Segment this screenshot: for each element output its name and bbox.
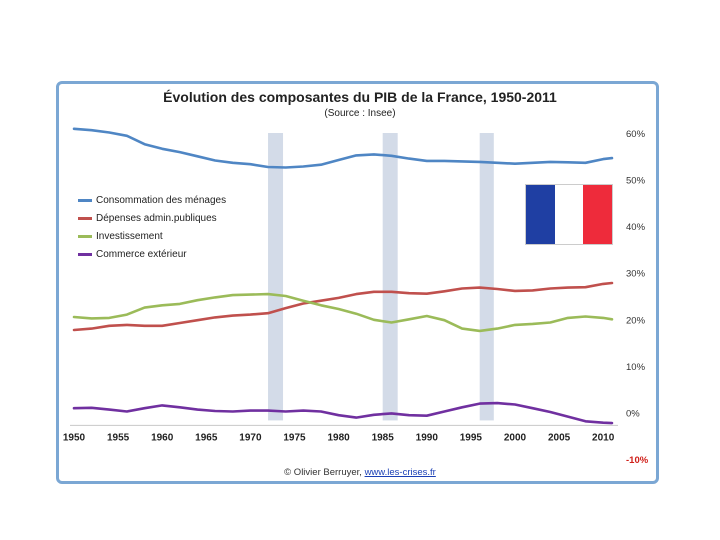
- x-tick-label: 1995: [460, 432, 483, 443]
- legend-label: Dépenses admin.publiques: [96, 212, 217, 224]
- x-tick-label: 1950: [63, 432, 86, 443]
- x-tick-label: 1970: [239, 432, 262, 443]
- flag-band-white: [554, 185, 584, 244]
- x-tick-label: 1975: [283, 432, 306, 443]
- chart-title: Évolution des composantes du PIB de la F…: [163, 89, 557, 105]
- series-line-2: [72, 281, 614, 332]
- shaded-period-2: [382, 133, 398, 421]
- shaded-period-1: [268, 133, 284, 421]
- x-tick-label: 1980: [327, 432, 350, 443]
- y-tick-label: 20%: [626, 315, 646, 326]
- legend-item: Investissement: [78, 227, 226, 245]
- legend-label: Investissement: [96, 230, 163, 242]
- y-tick-label: 50%: [626, 176, 646, 187]
- x-tick-label: 1960: [151, 432, 174, 443]
- y-tick-label: 10%: [626, 362, 646, 373]
- flag-band-blue: [526, 185, 555, 244]
- france-flag: [525, 184, 613, 245]
- flag-band-red: [583, 185, 613, 244]
- legend-swatch: [78, 234, 92, 238]
- y-tick-label: 30%: [626, 269, 646, 280]
- x-tick-label: 2005: [548, 432, 571, 443]
- x-tick-label: 1965: [195, 432, 218, 443]
- legend-item: Consommation des ménages: [78, 191, 226, 209]
- y-tick-label: 40%: [626, 222, 646, 233]
- y-tick-label: 60%: [626, 129, 646, 140]
- x-tick-label: 1955: [107, 432, 130, 443]
- credit-link[interactable]: www.les-crises.fr: [364, 467, 436, 478]
- series-line-3: [72, 292, 614, 333]
- chart-subtitle: (Source : Insee): [324, 108, 396, 119]
- series-line-1: [72, 127, 614, 169]
- x-tick-label: 2000: [504, 432, 527, 443]
- x-tick-label: 1985: [372, 432, 395, 443]
- x-tick-label: 1990: [416, 432, 439, 443]
- series-line-4: [72, 401, 614, 425]
- legend-swatch: [78, 216, 92, 220]
- legend-swatch: [78, 252, 92, 256]
- credit-author: © Olivier Berruyer,: [284, 467, 365, 478]
- shaded-period-3: [479, 133, 494, 421]
- y-tick-label: -10%: [626, 455, 649, 466]
- legend-swatch: [78, 198, 92, 202]
- y-tick-label: 0%: [626, 408, 640, 419]
- chart-credit: © Olivier Berruyer, www.les-crises.fr: [0, 467, 720, 478]
- legend-item: Dépenses admin.publiques: [78, 209, 226, 227]
- legend-label: Consommation des ménages: [96, 194, 227, 206]
- chart-legend: Consommation des ménages Dépenses admin.p…: [78, 191, 226, 263]
- legend-label: Commerce extérieur: [96, 248, 187, 260]
- legend-item: Commerce extérieur: [78, 245, 226, 263]
- x-tick-label: 2010: [592, 432, 615, 443]
